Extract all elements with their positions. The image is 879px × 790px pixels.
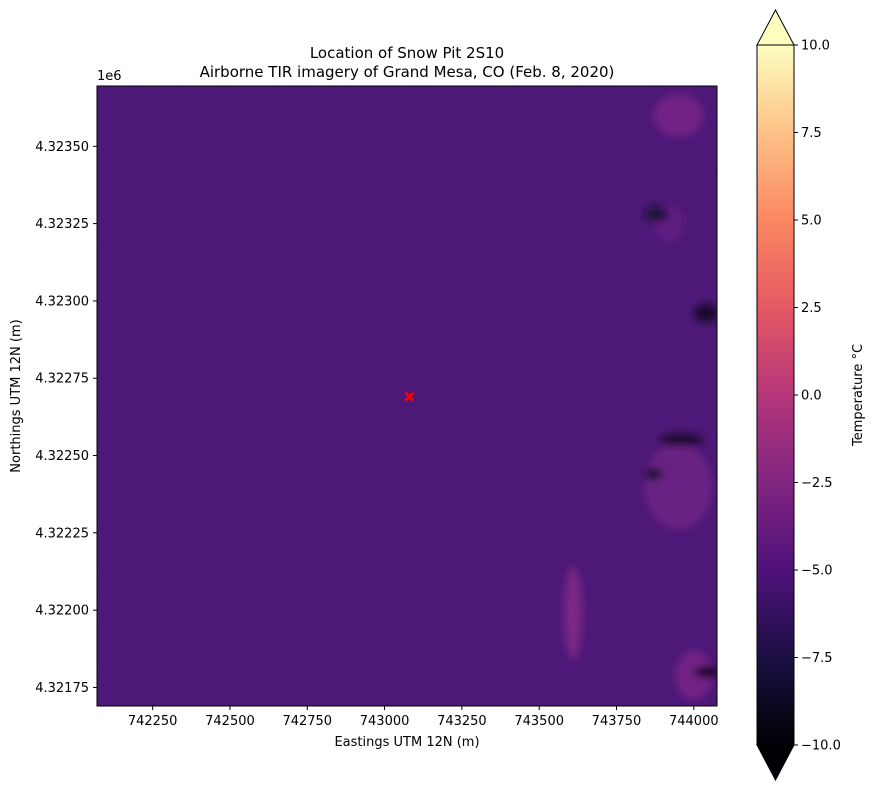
colorbar-tick-label: 7.5 [801, 126, 822, 141]
chart-subtitle: Airborne TIR imagery of Grand Mesa, CO (… [200, 63, 615, 81]
colorbar-gradient [757, 45, 794, 745]
y-tick-label: 4.32250 [35, 449, 89, 464]
y-tick-label: 4.32275 [35, 372, 89, 387]
y-axis-ticks: 4.32175 4.32200 4.32225 4.32250 4.32275 4.323… [35, 140, 97, 696]
x-tick-label: 744000 [669, 714, 719, 729]
plot-frame [96, 85, 718, 707]
colorbar-tick-label: −2.5 [801, 476, 833, 491]
y-tick-label: 4.32325 [35, 217, 89, 232]
colorbar-tick-label: −7.5 [801, 651, 833, 666]
x-tick-label: 743250 [437, 714, 487, 729]
x-tick-label: 742500 [205, 714, 255, 729]
colorbar-ticks: −10.0 −7.5 −5.0 −2.5 0.0 2.5 5.0 7.5 10.0 [794, 39, 841, 754]
colorbar-tick-label: 0.0 [801, 389, 822, 404]
x-tick-label: 743000 [360, 714, 410, 729]
y-axis-label: Northings UTM 12N (m) [9, 319, 24, 472]
colorbar-tick-label: 2.5 [801, 301, 822, 316]
colorbar: −10.0 −7.5 −5.0 −2.5 0.0 2.5 5.0 7.5 10.0 Temper… [756, 8, 866, 782]
x-tick-label: 743500 [514, 714, 564, 729]
chart-title: Location of Snow Pit 2S10 [310, 44, 504, 62]
x-tick-label: 742750 [282, 714, 332, 729]
y-tick-label: 4.32175 [35, 681, 89, 696]
x-tick-label: 742250 [128, 714, 178, 729]
y-tick-label: 4.32300 [35, 294, 89, 309]
colorbar-tick-label: −5.0 [801, 564, 833, 579]
colorbar-tick-label: −10.0 [801, 739, 841, 754]
marker-stroke [404, 391, 415, 402]
y-tick-label: 4.32200 [35, 604, 89, 619]
colorbar-label: Temperature °C [851, 344, 866, 447]
x-axis-ticks: 742250 742500 742750 743000 743250 743500 7437… [128, 706, 719, 729]
colorbar-tick-label: 5.0 [801, 214, 822, 229]
y-offset-label: 1e6 [97, 69, 122, 84]
colorbar-extend-min [756, 744, 795, 782]
colorbar-extend-max [756, 8, 795, 46]
x-tick-label: 743750 [592, 714, 642, 729]
x-axis-label: Eastings UTM 12N (m) [334, 735, 479, 750]
snow-pit-marker [404, 391, 415, 402]
y-tick-label: 4.32350 [35, 140, 89, 155]
y-tick-label: 4.32225 [35, 526, 89, 541]
colorbar-tick-label: 10.0 [801, 39, 830, 54]
